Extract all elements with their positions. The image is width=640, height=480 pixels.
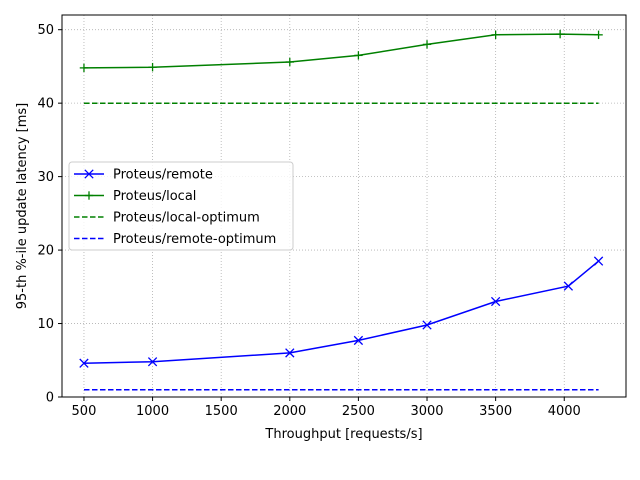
marker-stroke [84, 169, 94, 179]
legend-label: Proteus/local [113, 189, 196, 204]
marker-stroke [563, 281, 574, 291]
data-point [354, 51, 363, 60]
x-tick-label: 3000 [410, 404, 443, 419]
x-tick-label: 3500 [479, 404, 512, 419]
plot-frame [61, 14, 627, 398]
legend: Proteus/remote Proteus/local Proteus/local… [68, 161, 294, 251]
x-axis-ticks: 500 1000 1500 2000 2500 3000 3500 4000 [72, 397, 581, 419]
y-tick-label: 20 [37, 244, 54, 259]
legend-item: Proteus/remote-optimum [74, 232, 276, 247]
data-point [563, 281, 574, 291]
marker-stroke [490, 296, 501, 307]
x-tick-label: 1000 [136, 404, 169, 419]
y-axis-label: 95-th %-ile update latency [ms] [15, 103, 30, 310]
data-point [555, 29, 565, 39]
x-axis-label: Throughput [requests/s] [264, 427, 422, 442]
marker-stroke [79, 358, 89, 368]
series-proteus-local [79, 29, 603, 73]
y-tick-label: 50 [37, 23, 54, 38]
marker-stroke [422, 320, 432, 330]
legend-marker [84, 191, 94, 200]
data-point [353, 335, 364, 346]
legend-item: Proteus/local-optimum [74, 211, 260, 226]
legend-item: Proteus/remote [74, 168, 213, 183]
legend-marker [84, 169, 94, 179]
x-tick-label: 500 [72, 404, 97, 419]
data-point [490, 296, 501, 307]
series-line [83, 260, 600, 364]
legend-label: Proteus/remote [113, 168, 213, 183]
data-point [422, 320, 432, 330]
y-axis-ticks: 0 10 20 30 40 50 [37, 23, 62, 406]
series-layer [79, 29, 604, 391]
data-point [79, 358, 89, 368]
x-tick-label: 2000 [273, 404, 306, 419]
data-point [593, 256, 604, 266]
series-line [83, 33, 599, 69]
data-point [147, 357, 158, 367]
y-tick-label: 0 [46, 391, 54, 406]
y-tick-label: 30 [37, 170, 54, 185]
marker-stroke [285, 348, 295, 358]
y-tick-label: 10 [37, 317, 54, 332]
y-tick-label: 40 [37, 97, 54, 112]
data-point [79, 63, 89, 73]
legend-item: Proteus/local [74, 189, 196, 204]
data-point [594, 30, 603, 40]
marker-stroke [147, 357, 158, 367]
data-point [285, 348, 295, 358]
data-point [422, 40, 432, 49]
data-point [148, 62, 157, 72]
x-tick-label: 1500 [205, 404, 238, 419]
x-tick-label: 4000 [548, 404, 581, 419]
legend-box [68, 161, 294, 251]
series-proteus-remote [79, 256, 604, 368]
legend-label: Proteus/remote-optimum [113, 232, 276, 247]
legend-label: Proteus/local-optimum [113, 211, 260, 226]
x-tick-label: 2500 [342, 404, 375, 419]
marker-stroke [353, 335, 364, 346]
data-point [285, 57, 294, 67]
marker-stroke [593, 256, 604, 266]
data-point [491, 30, 500, 40]
